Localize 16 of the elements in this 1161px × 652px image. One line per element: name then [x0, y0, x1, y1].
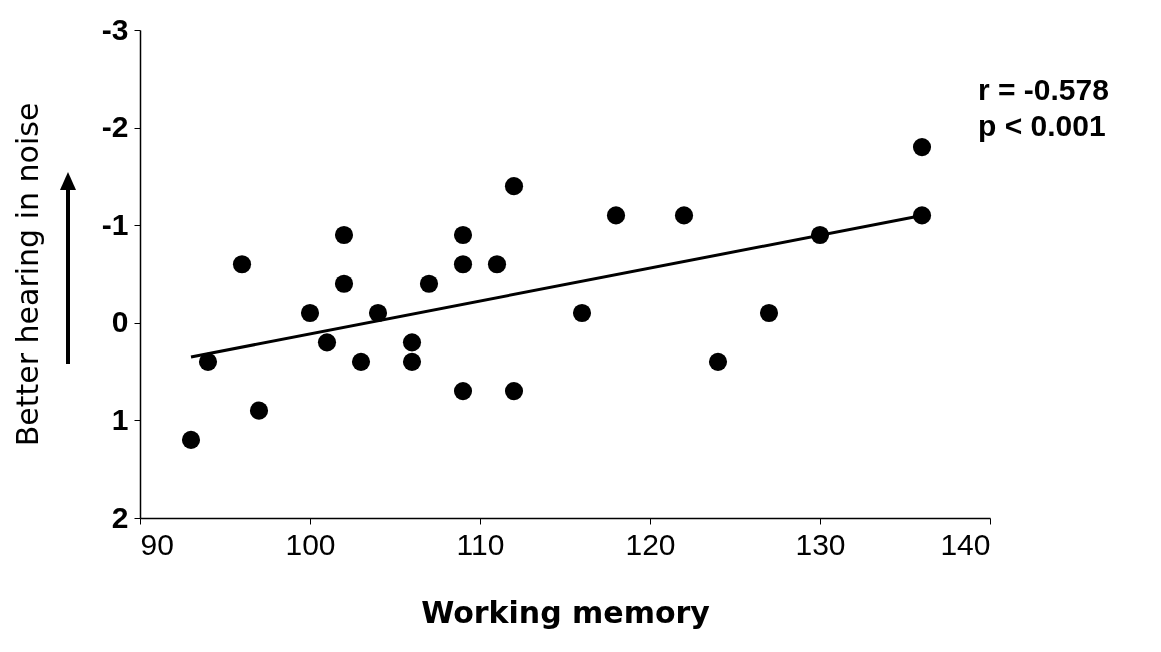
x-axis-title: Working memory — [421, 594, 711, 630]
y-tick-label: 1 — [111, 402, 129, 436]
y-tick-label: -3 — [101, 12, 129, 46]
y-tick-label: -1 — [101, 207, 129, 241]
x-tick-label: 120 — [625, 527, 676, 561]
annotation: r = -0.578 — [978, 72, 1109, 108]
y-tick-label: -2 — [101, 110, 129, 144]
y-tick-label: 0 — [111, 305, 129, 339]
annotation: p < 0.001 — [978, 108, 1107, 144]
x-tick-label: 100 — [285, 527, 336, 561]
y-tick-label: 2 — [111, 500, 129, 534]
x-tick-label: 130 — [795, 527, 846, 561]
x-tick-label: 90 — [140, 527, 174, 561]
y-axis-title: Better hearing in noise — [9, 102, 45, 447]
x-tick-label: 110 — [456, 527, 505, 561]
x-tick-label: 140 — [940, 527, 991, 561]
